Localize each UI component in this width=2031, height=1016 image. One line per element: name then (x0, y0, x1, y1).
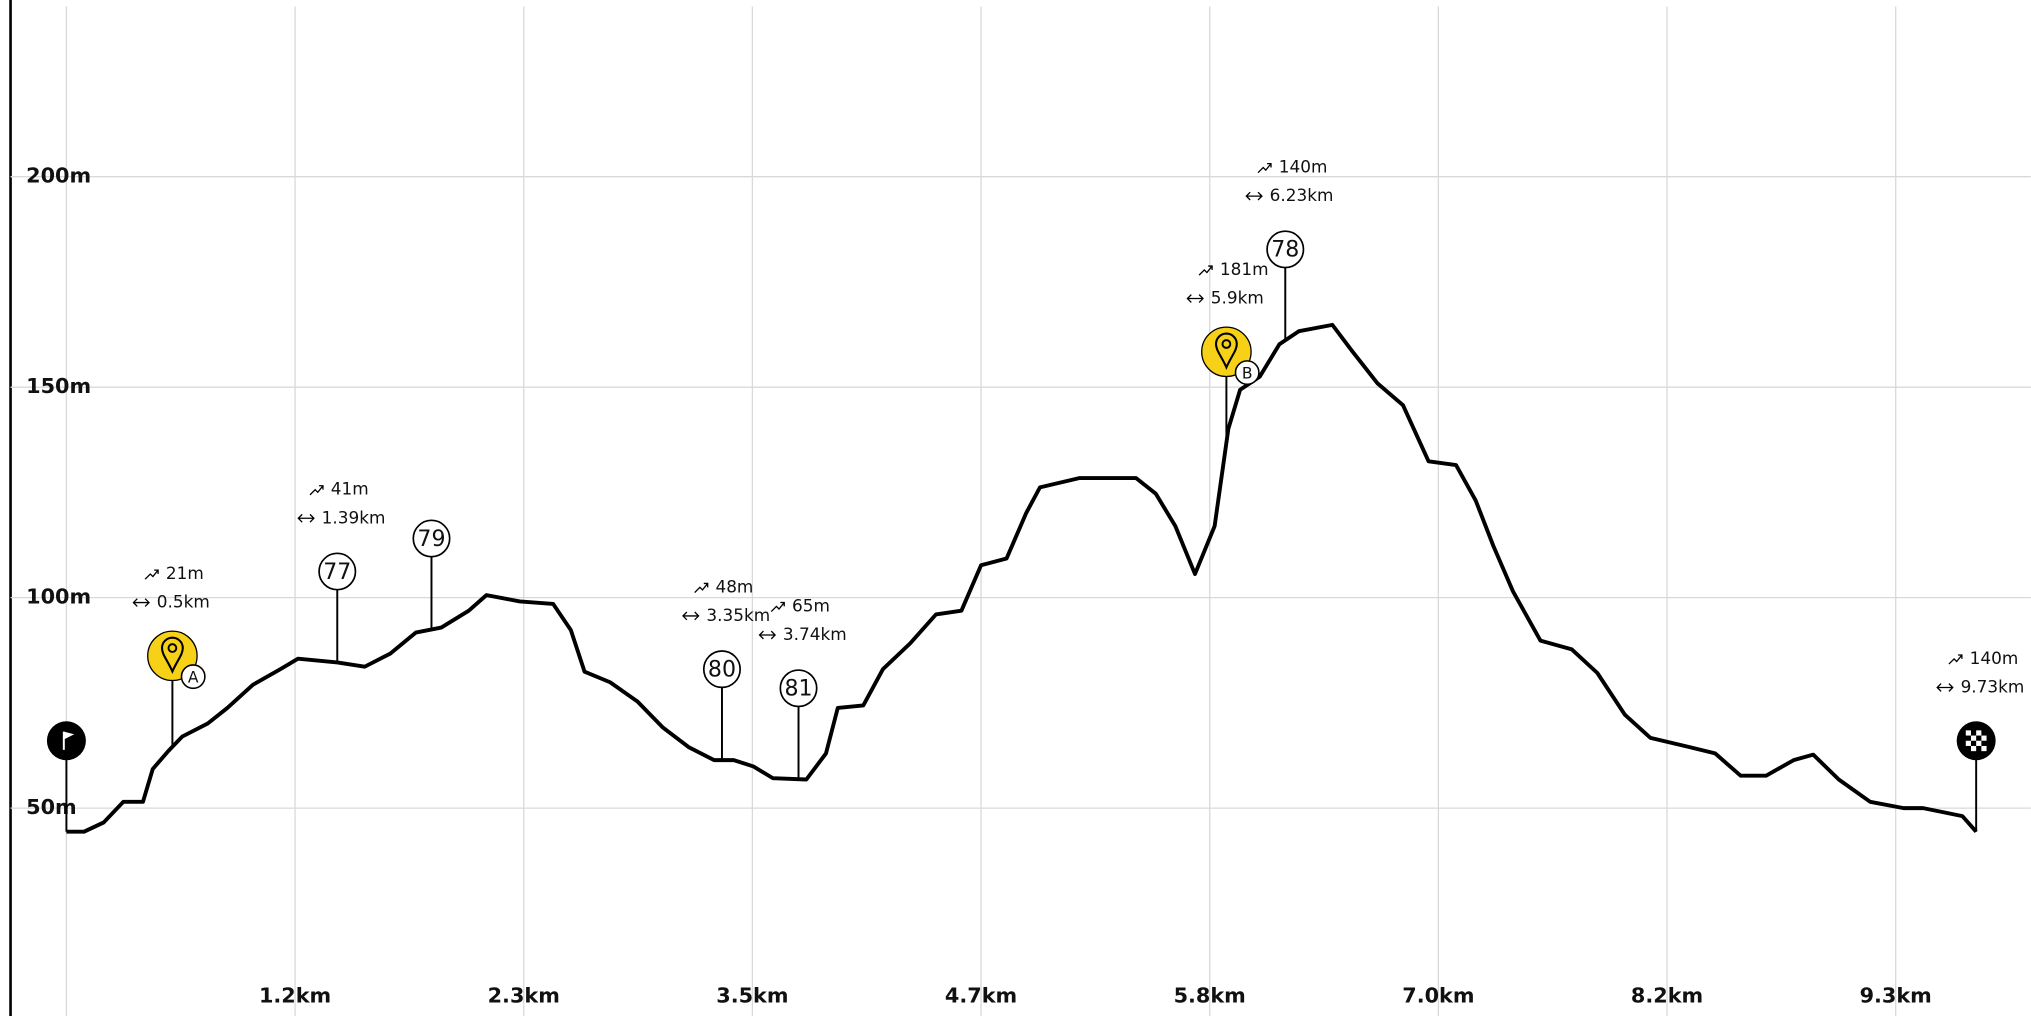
distance-icon (682, 611, 700, 621)
pin-dot (167, 643, 178, 653)
marker-poi: 78 140m 6.23km (1245, 157, 1334, 341)
marker-waypoint: B 181m 5.9km (1186, 259, 1269, 443)
distance-icon (1186, 294, 1204, 303)
poi-number: 77 (323, 560, 351, 585)
climb-label: 140m (1970, 648, 2019, 668)
marker-waypoint: A 21m 0.5km (132, 563, 210, 747)
grid (10, 6, 2031, 1016)
x-tick-label: 2.3km (488, 984, 560, 1008)
climb-icon (1257, 162, 1272, 174)
waypoint-badge (180, 664, 206, 690)
distance-label: 5.9km (1211, 288, 1264, 308)
distance-icon (1245, 191, 1263, 201)
climb-label: 65m (792, 595, 830, 615)
checker (1976, 740, 1982, 746)
y-tick-label: 150m (26, 374, 91, 398)
distance-icon (132, 598, 150, 607)
checker (1981, 745, 1987, 752)
checker (1965, 730, 1971, 736)
climb-label: 181m (1220, 259, 1269, 279)
climb-label: 21m (166, 563, 204, 583)
climb-label: 41m (331, 479, 369, 499)
poi-circle (1266, 230, 1305, 269)
marker-poi: 81 65m 3.74km (758, 595, 847, 780)
poi-circle (702, 650, 742, 689)
checker (1981, 735, 1987, 741)
start-circle (46, 721, 86, 761)
waypoint-badge (1234, 360, 1260, 386)
x-tick-label: 9.3km (1860, 984, 1932, 1008)
distance-icon (1936, 683, 1954, 692)
y-tick-label: 200m (26, 164, 91, 188)
x-tick-label: 5.8km (1174, 984, 1246, 1008)
climb-icon (144, 569, 159, 580)
pin-icon (1214, 332, 1238, 370)
checker (1976, 730, 1982, 736)
y-tick-label: 100m (26, 585, 91, 609)
poi-circle (412, 519, 451, 558)
distance-label: 0.5km (157, 592, 210, 612)
climb-icon (694, 582, 709, 593)
distance-label: 3.35km (706, 605, 770, 625)
marker-start (46, 721, 86, 832)
distance-label: 3.74km (783, 624, 847, 644)
climb-label: 48m (715, 576, 753, 596)
marker-poi: 79 (412, 519, 451, 630)
pin-dot (1221, 339, 1232, 349)
climb-icon (1198, 265, 1213, 276)
flag (63, 731, 75, 740)
poi-number: 79 (417, 527, 445, 552)
poi-number: 81 (784, 677, 812, 702)
poi-number: 78 (1271, 238, 1299, 263)
distance-label: 9.73km (1961, 676, 2025, 696)
distance-icon (297, 513, 315, 523)
poi-circle (318, 552, 357, 591)
poi-circle (779, 669, 818, 708)
marker-poi: 77 41m 1.39km (297, 479, 386, 663)
marker-finish: 140m 9.73km (1936, 648, 2025, 832)
elevation-line (66, 322, 1978, 834)
x-tick-label: 7.0km (1402, 984, 1474, 1008)
distance-icon (758, 630, 777, 640)
x-tick-label: 1.2km (259, 984, 331, 1008)
poi-number: 80 (708, 657, 736, 682)
distance-label: 6.23km (1270, 185, 1334, 205)
x-tick-label: 4.7km (945, 984, 1017, 1008)
x-tick-label: 3.5km (716, 984, 788, 1008)
marker-poi: 80 48m 3.35km (682, 576, 770, 761)
checker (1970, 735, 1977, 741)
x-tick-label: 8.2km (1631, 984, 1703, 1008)
waypoint-name: B (1242, 364, 1253, 382)
waypoint-name: A (188, 668, 199, 686)
y-tick-label: 50m (26, 795, 77, 819)
climb-icon (1948, 654, 1963, 665)
distance-label: 1.39km (322, 507, 386, 527)
checker (1965, 740, 1971, 746)
climb-icon (309, 485, 324, 496)
checker (1970, 745, 1977, 752)
climb-icon (770, 601, 785, 613)
climb-label: 140m (1279, 157, 1328, 177)
pin-icon (160, 636, 184, 674)
